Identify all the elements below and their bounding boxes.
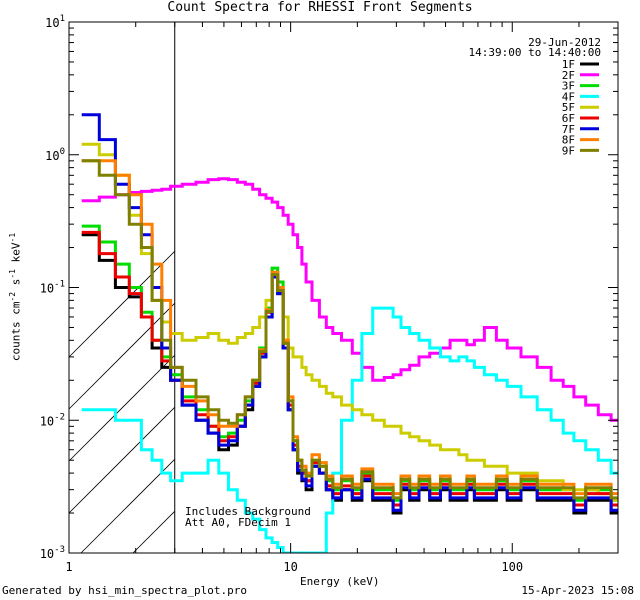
legend-label-1F: 1F xyxy=(562,58,575,71)
annotation-attenuator: Att A0, FDecim 1 xyxy=(185,516,291,529)
footer-generator: Generated by hsi_min_spectra_plot.pro xyxy=(2,584,248,597)
x-axis-label: Energy (keV) xyxy=(300,575,380,588)
y-axis-label: counts cm-2 s-1 keV-1 xyxy=(8,232,23,362)
x-tick-label: 100 xyxy=(501,560,523,574)
series-line-5F xyxy=(81,142,618,502)
y-tick-label: 10-1 xyxy=(40,280,65,296)
legend-label-5F: 5F xyxy=(562,101,575,114)
footer-timestamp: 15-Apr-2023 15:08 xyxy=(521,584,634,597)
date-label: 29-Jun-2012 xyxy=(528,36,601,49)
series-line-8F xyxy=(81,159,618,496)
chart-title: Count Spectra for RHESSI Front Segments xyxy=(167,0,473,15)
legend-label-4F: 4F xyxy=(562,90,575,103)
legend-label-3F: 3F xyxy=(562,80,575,93)
series-line-2F xyxy=(81,177,618,422)
series-line-4F xyxy=(81,306,618,553)
y-tick-label: 100 xyxy=(45,147,65,163)
hatched-region xyxy=(68,22,176,554)
time-range-label: 14:39:00 to 14:40:00 xyxy=(468,46,601,59)
axis-ticks: 1 10 100 10-3 10-2 10-1 100 101 xyxy=(40,14,619,574)
x-tick-label: 10 xyxy=(283,560,297,574)
series-line-7F xyxy=(81,113,618,512)
annotation-background: Includes Background xyxy=(185,505,311,518)
x-tick-label: 1 xyxy=(65,560,72,574)
series-line-9F xyxy=(81,159,618,500)
legend-label-6F: 6F xyxy=(562,112,575,125)
y-tick-label: 10-3 xyxy=(40,545,65,561)
hatch-lines xyxy=(68,251,175,554)
legend-label-2F: 2F xyxy=(562,69,575,82)
legend-label-9F: 9F xyxy=(562,144,575,157)
legend-label-8F: 8F xyxy=(562,134,575,147)
y-tick-label: 101 xyxy=(45,14,65,30)
series-group xyxy=(81,113,618,553)
y-tick-label: 10-2 xyxy=(40,412,65,428)
legend-label-7F: 7F xyxy=(562,123,575,136)
